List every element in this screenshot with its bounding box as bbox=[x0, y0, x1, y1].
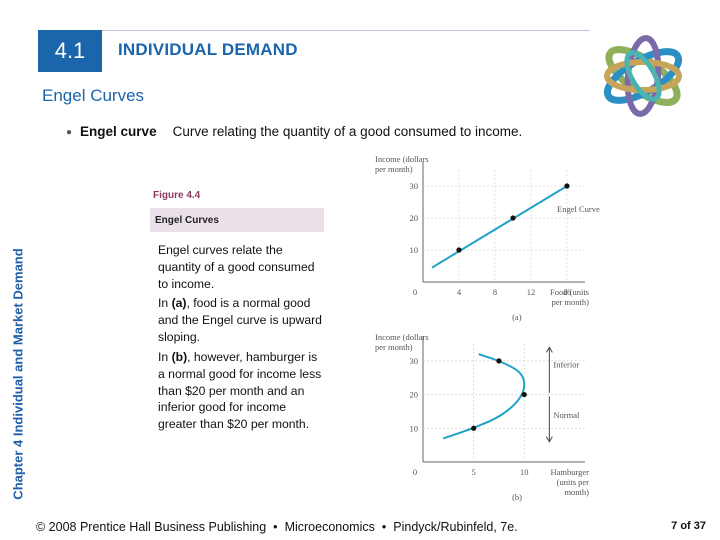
y-tick-label: 30 bbox=[410, 356, 419, 366]
section-number-badge: 4.1 bbox=[38, 30, 102, 72]
x-tick-label: 10 bbox=[520, 467, 529, 477]
annotation-normal: Normal bbox=[553, 410, 580, 420]
footer-copyright: © 2008 Prentice Hall Business Publishing bbox=[36, 520, 267, 534]
caption-paragraph-1: Engel curves relate the quantity of a go… bbox=[158, 242, 326, 292]
definition-term: Engel curve bbox=[80, 124, 157, 139]
footer-authors: Pindyck/Rubinfeld, 7e. bbox=[393, 520, 518, 534]
y-axis-label: per month) bbox=[375, 342, 413, 352]
definition-bullet: ● Engel curve Curve relating the quantity … bbox=[66, 124, 522, 139]
bullet-icon: ● bbox=[66, 127, 73, 138]
y-tick-label: 10 bbox=[410, 423, 419, 433]
y-tick-label: 30 bbox=[410, 181, 419, 191]
header-rule bbox=[102, 30, 590, 31]
footer: © 2008 Prentice Hall Business Publishing… bbox=[36, 520, 518, 534]
section-title: INDIVIDUAL DEMAND bbox=[118, 40, 298, 59]
arrow-up-icon bbox=[545, 346, 553, 353]
x-tick-label: 12 bbox=[527, 287, 536, 297]
data-point bbox=[564, 183, 570, 189]
footer-separator: • bbox=[381, 520, 387, 534]
x-axis-label: Food (units bbox=[550, 287, 589, 297]
y-axis-label: Income (dollars bbox=[375, 332, 429, 342]
caption-text: , however, hamburger is a normal good fo… bbox=[158, 349, 322, 432]
caption-text: In bbox=[158, 349, 172, 364]
x-axis-label: per month) bbox=[551, 297, 589, 307]
definition-text: Curve relating the quantity of a good co… bbox=[172, 124, 523, 139]
data-point bbox=[471, 425, 477, 431]
caption-panel-ref: (b) bbox=[171, 349, 188, 364]
data-point bbox=[456, 247, 462, 253]
series-label: Engel Curve bbox=[557, 204, 600, 214]
caption-panel-ref: (a) bbox=[171, 296, 187, 311]
caption-paragraph-3: In (b), however, hamburger is a normal g… bbox=[158, 349, 326, 433]
caption-paragraph-2: In (a), food is a normal good and the En… bbox=[158, 295, 326, 345]
y-tick-label: 20 bbox=[410, 390, 419, 400]
data-point bbox=[496, 358, 502, 364]
x-axis-label: month) bbox=[564, 487, 589, 497]
y-axis-label: Income (dollars bbox=[375, 154, 429, 164]
figure-title: Engel Curves bbox=[155, 214, 219, 226]
footer-book: Microeconomics bbox=[284, 520, 375, 534]
chapter-side-label-text: Chapter 4 Individual and Market Demand bbox=[10, 248, 26, 500]
figure-title-bar: Engel Curves bbox=[150, 208, 324, 232]
y-tick-label: 20 bbox=[410, 213, 419, 223]
figure-label: Figure 4.4 bbox=[153, 190, 201, 201]
caption-text: Engel curves relate the quantity of a go… bbox=[158, 243, 315, 291]
y-tick-label: 10 bbox=[410, 245, 419, 255]
caption-text: , food is a normal good and the Engel cu… bbox=[158, 296, 322, 345]
chapter-side-label: Chapter 4 Individual and Market Demand bbox=[8, 228, 28, 520]
x-tick-label: 0 bbox=[413, 467, 417, 477]
series-line bbox=[431, 185, 568, 269]
x-axis-label: (units per bbox=[557, 477, 590, 487]
arrow-down-icon bbox=[545, 436, 553, 443]
x-tick-label: 8 bbox=[493, 287, 497, 297]
rings-logo-icon bbox=[603, 35, 683, 117]
x-axis-label: Hamburger bbox=[550, 467, 589, 477]
series-line bbox=[442, 353, 526, 440]
footer-separator: • bbox=[273, 520, 278, 534]
data-point bbox=[510, 215, 516, 221]
x-tick-label: 0 bbox=[413, 287, 417, 297]
x-tick-label: 5 bbox=[472, 467, 476, 477]
x-tick-label: 4 bbox=[457, 287, 462, 297]
figure-caption: Engel curves relate the quantity of a go… bbox=[158, 242, 326, 436]
page-number: 7 of 37 bbox=[671, 520, 706, 532]
caption-text: In bbox=[158, 296, 172, 311]
annotation-inferior: Inferior bbox=[553, 360, 579, 370]
x-tick-label: 16 bbox=[563, 287, 572, 297]
panel-label: (b) bbox=[512, 492, 522, 502]
data-point bbox=[521, 391, 527, 398]
y-axis-label: per month) bbox=[375, 164, 413, 174]
panel-label: (a) bbox=[512, 312, 522, 322]
slide-subtitle: Engel Curves bbox=[42, 86, 145, 105]
